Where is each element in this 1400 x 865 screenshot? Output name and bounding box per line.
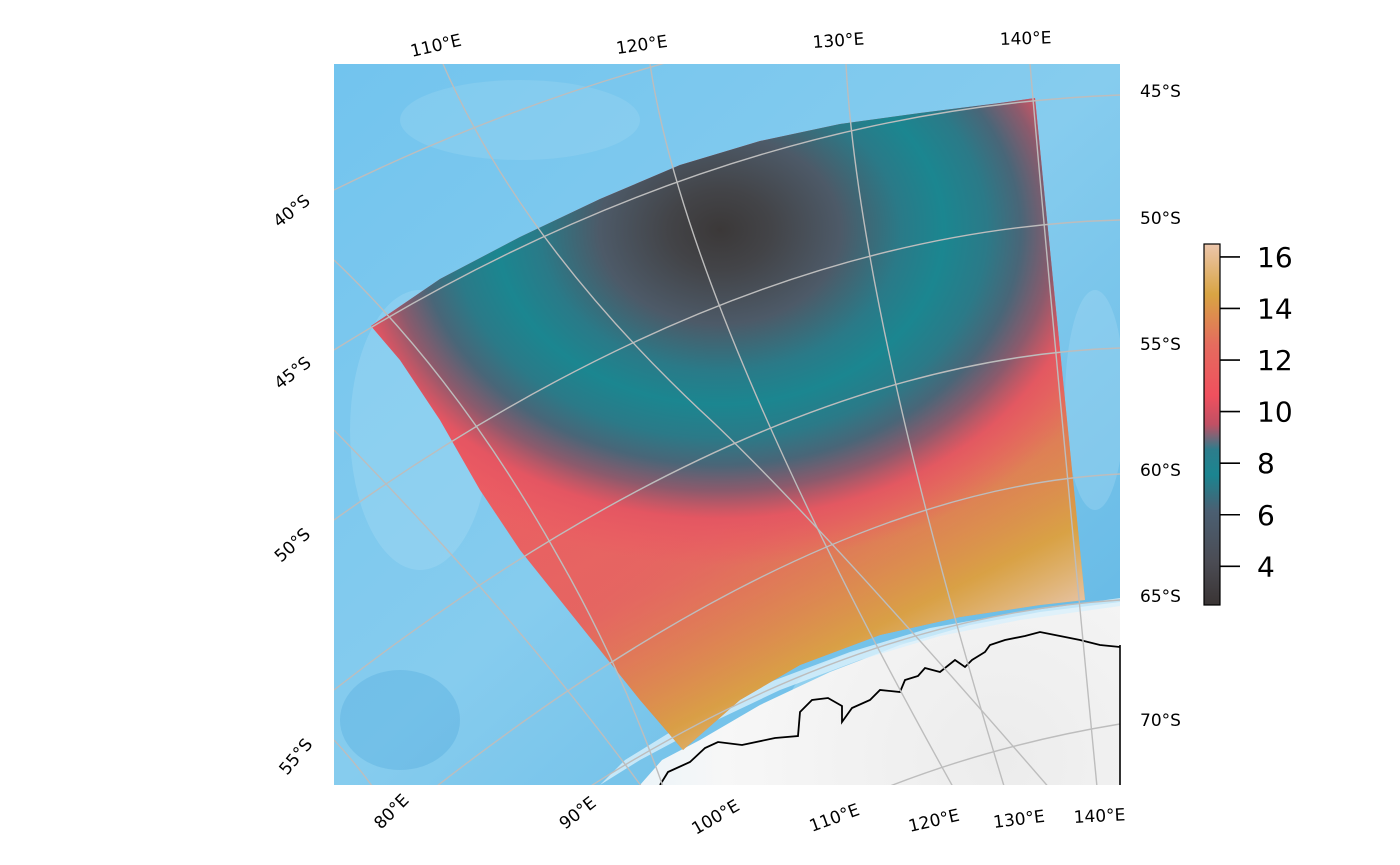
colorbar: 16 14 12 10 8 6 4 [1203, 241, 1293, 606]
bottom-lon-label: 110°E [807, 800, 862, 836]
right-lat-label: 70°S [1140, 711, 1181, 731]
top-lon-label: 120°E [615, 32, 669, 59]
right-latitude-labels: 45°S 50°S 55°S 60°S 65°S 70°S [1140, 82, 1181, 731]
left-lat-label: 50°S [271, 524, 315, 566]
left-lat-label: 40°S [270, 191, 315, 232]
right-lat-label: 55°S [1140, 335, 1181, 355]
colorbar-ticks: 16 14 12 10 8 6 4 [1220, 241, 1293, 583]
top-longitude-labels: 110°E 120°E 130°E 140°E [409, 28, 1052, 62]
colorbar-tick-label: 4 [1257, 550, 1275, 583]
coastline [659, 631, 1120, 785]
colorbar-tick-label: 6 [1257, 499, 1275, 532]
bottom-lon-label: 140°E [1073, 805, 1126, 828]
left-lat-label: 55°S [276, 735, 318, 779]
graticule [334, 64, 1120, 785]
colorbar-tick-label: 10 [1257, 396, 1293, 429]
bottom-lon-label: 80°E [370, 790, 413, 833]
top-lon-label: 110°E [409, 31, 464, 62]
map-panel [334, 64, 1120, 785]
right-lat-label: 65°S [1140, 587, 1181, 607]
bottom-longitude-labels: 80°E 90°E 100°E 110°E 120°E 130°E 140°E [370, 790, 1126, 839]
antarctic-land [640, 602, 1120, 785]
colorbar-ramp [1203, 243, 1221, 606]
right-lat-label: 45°S [1140, 82, 1181, 102]
temperature-field-core [371, 98, 1085, 750]
colorbar-tick-label: 12 [1257, 344, 1293, 377]
colorbar-tick-label: 14 [1257, 292, 1293, 325]
right-lat-label: 50°S [1140, 209, 1181, 229]
bottom-lon-label: 130°E [992, 807, 1046, 833]
top-lon-label: 140°E [999, 28, 1051, 50]
left-latitude-labels: 40°S 45°S 50°S 55°S [270, 191, 317, 779]
bottom-lon-label: 100°E [689, 796, 744, 839]
right-lat-label: 60°S [1140, 461, 1181, 481]
colorbar-tick-label: 16 [1257, 241, 1293, 274]
bottom-lon-label: 90°E [556, 793, 601, 834]
top-lon-label: 130°E [812, 29, 865, 53]
colorbar-tick-label: 8 [1257, 447, 1275, 480]
bottom-lon-label: 120°E [907, 806, 962, 837]
left-lat-label: 45°S [271, 353, 316, 394]
